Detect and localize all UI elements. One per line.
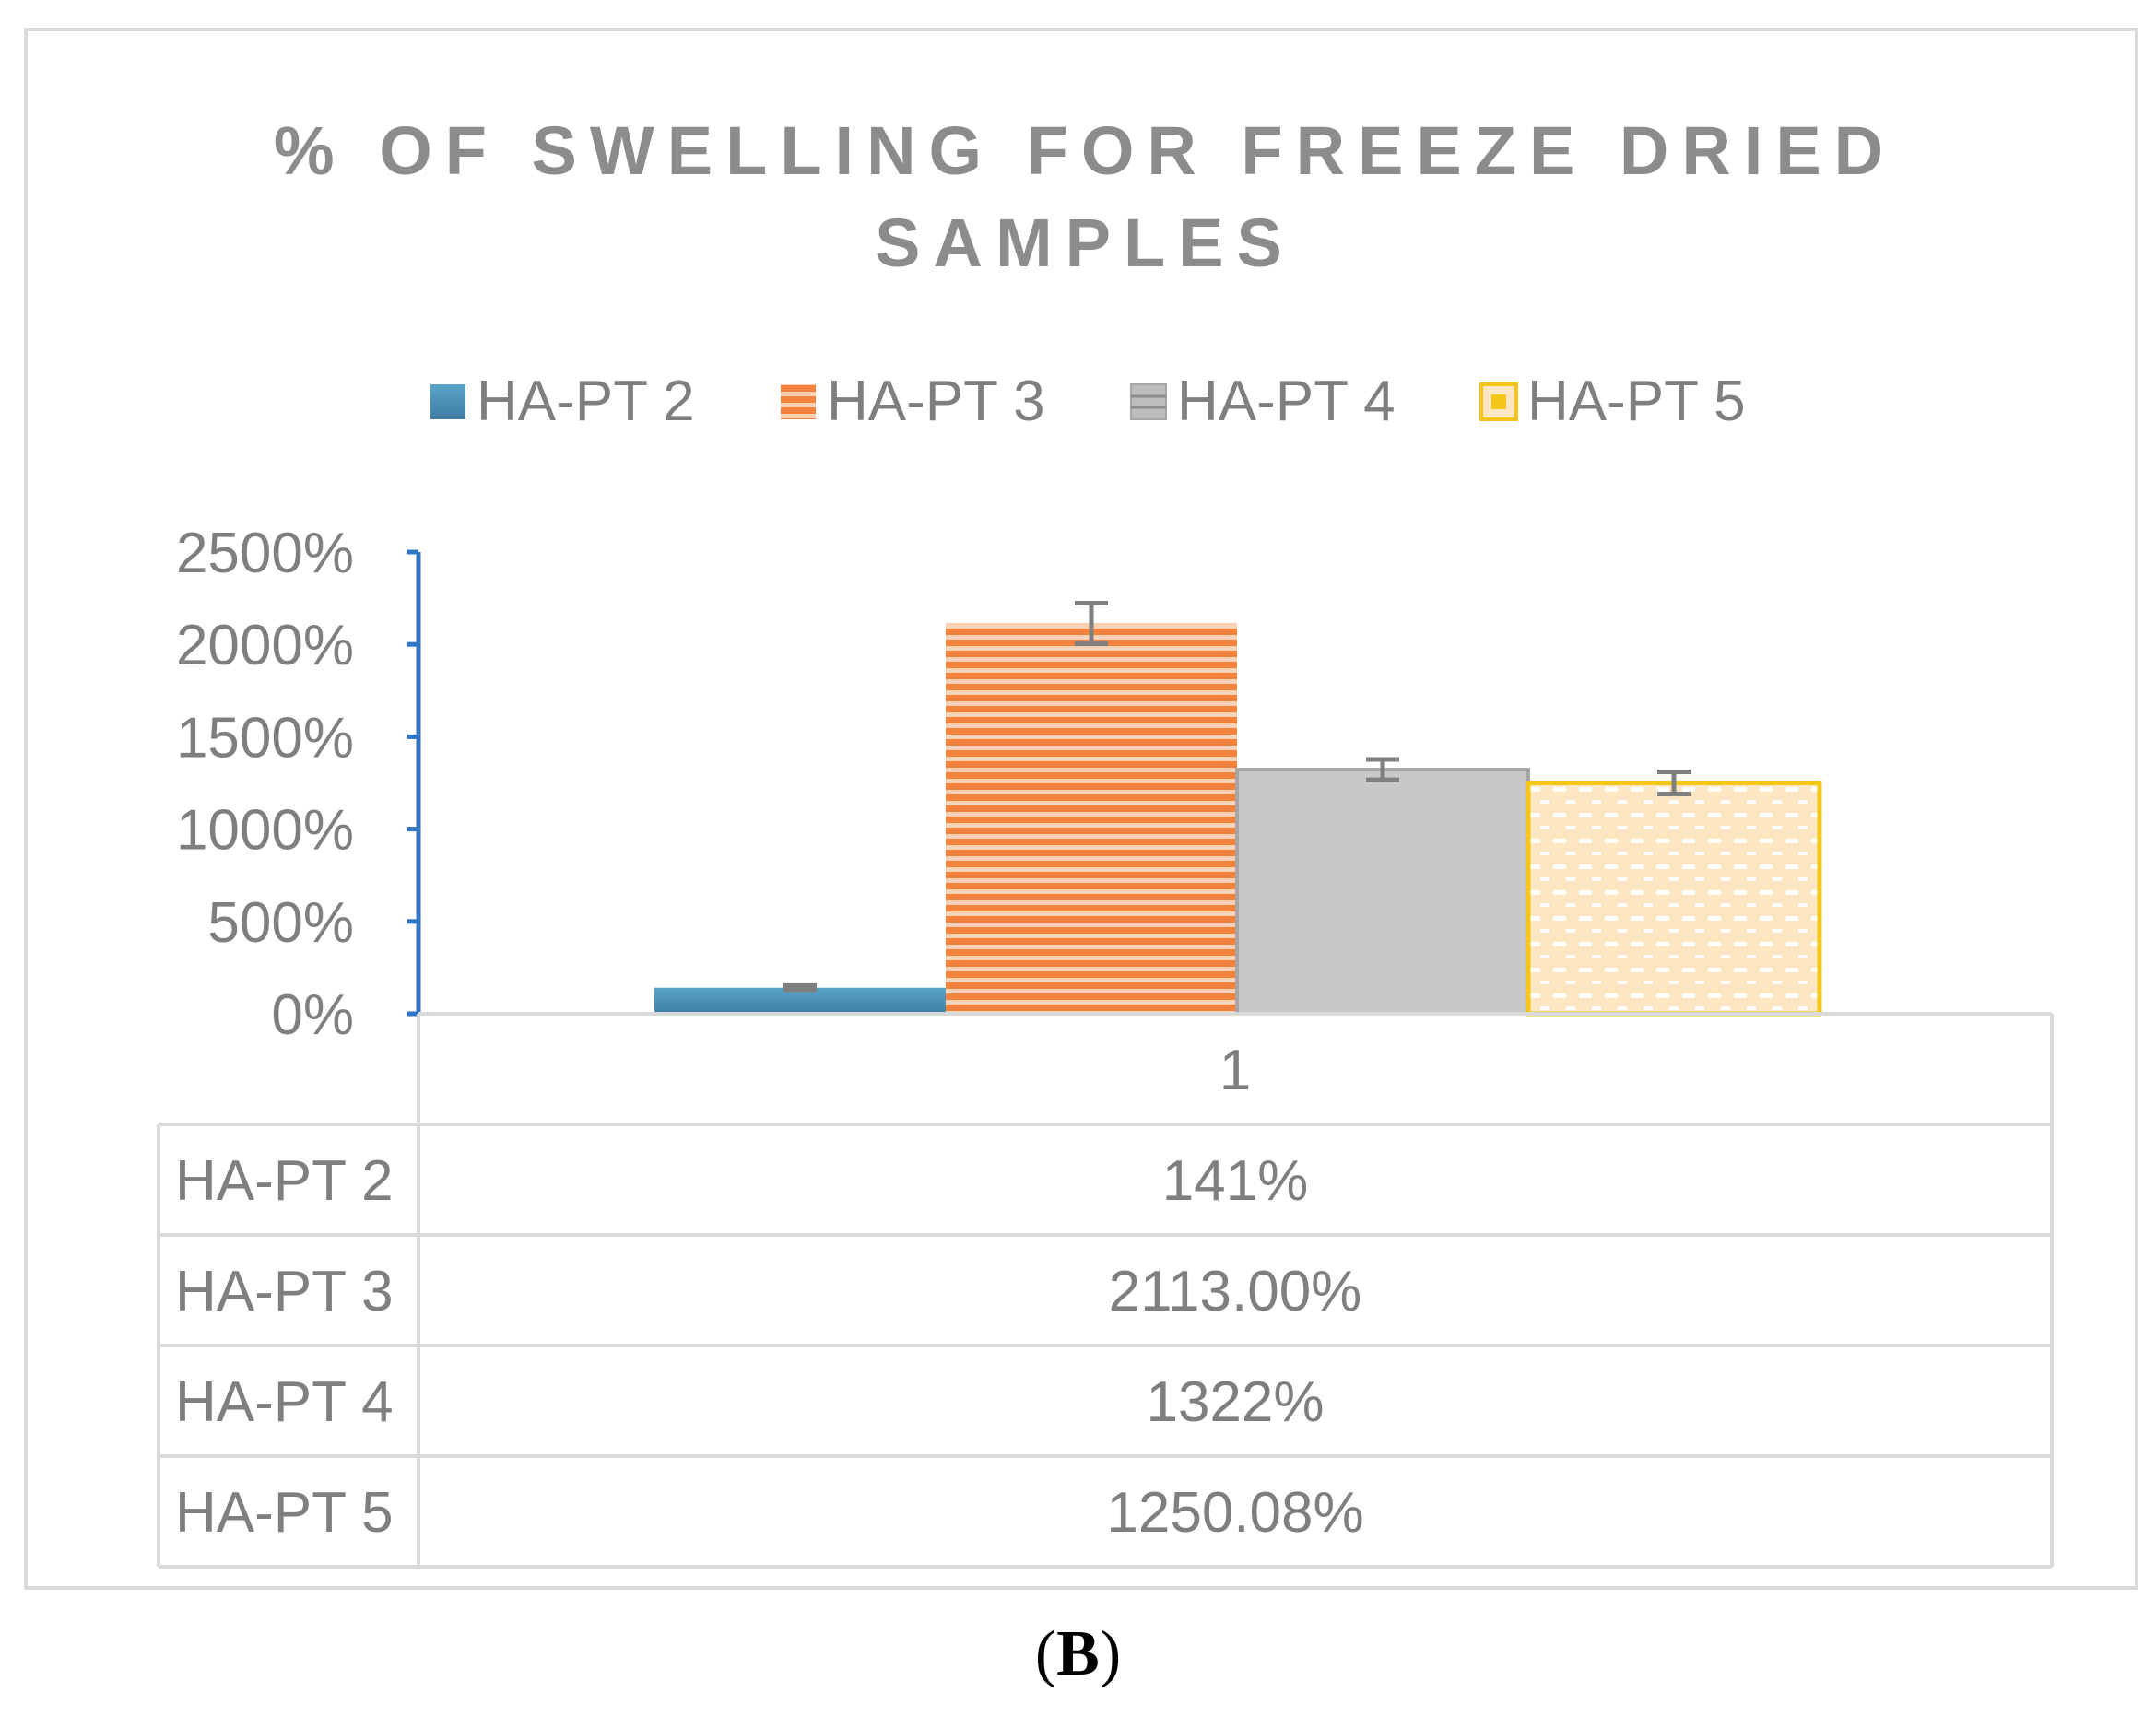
y-axis-ticks: 0% 500% 1000% 1500% 2000% 2500%	[176, 522, 418, 1047]
y-tick-label-1: 500%	[207, 891, 354, 955]
legend-label-ha-pt-5: HA-PT 5	[1527, 370, 1746, 433]
table-value-ha-pt-5: 1250.08%	[1106, 1481, 1363, 1545]
y-tick-label-5: 2500%	[176, 522, 354, 585]
chart-title-line-1: % OF SWELLING FOR FREEZE DRIED	[274, 112, 1896, 189]
table-row-label-ha-pt-2: HA-PT 2	[175, 1149, 394, 1213]
bar-ha-pt-5	[1526, 780, 1822, 1017]
legend-swatch-ha-pt-3	[781, 384, 816, 419]
bar-group	[654, 601, 1822, 1017]
legend-label-ha-pt-2: HA-PT 2	[477, 370, 695, 433]
bar-ha-pt-3	[946, 623, 1237, 1014]
table-value-ha-pt-4: 1322%	[1146, 1370, 1324, 1434]
chart-canvas: % OF SWELLING FOR FREEZE DRIED SAMPLES H…	[157, 112, 2054, 1569]
bar-ha-pt-4	[1235, 768, 1530, 1017]
legend: HA-PT 2 HA-PT 3 HA-PT 4 HA-PT 5	[430, 370, 1746, 433]
data-table: 1 HA-PT 2 141% HA-PT 3 2113.00% HA-PT 4 …	[157, 1012, 2054, 1569]
y-tick-label-0: 0%	[271, 983, 354, 1047]
table-row-label-ha-pt-3: HA-PT 3	[175, 1260, 394, 1323]
caption-letter: B	[1056, 1618, 1100, 1689]
caption-open-paren: (	[1034, 1618, 1057, 1689]
y-tick-label-4: 2000%	[176, 614, 354, 677]
table-value-ha-pt-2: 141%	[1162, 1149, 1309, 1213]
legend-swatch-ha-pt-2	[430, 384, 465, 419]
y-tick-label-2: 1000%	[176, 799, 354, 863]
legend-swatch-ha-pt-4	[1130, 383, 1167, 420]
chart-title-line-2: SAMPLES	[875, 205, 1295, 281]
legend-swatch-ha-pt-5-dot	[1491, 394, 1506, 409]
table-category-label: 1	[1219, 1039, 1251, 1102]
legend-swatch-ha-pt-5	[1479, 382, 1518, 421]
figure-caption: (B)	[0, 1617, 2156, 1691]
table-row-label-ha-pt-5: HA-PT 5	[175, 1481, 394, 1545]
chart-frame: % OF SWELLING FOR FREEZE DRIED SAMPLES H…	[24, 28, 2138, 1590]
legend-label-ha-pt-4: HA-PT 4	[1177, 370, 1396, 433]
caption-close-paren: )	[1099, 1618, 1122, 1689]
table-row-label-ha-pt-4: HA-PT 4	[175, 1370, 394, 1434]
legend-label-ha-pt-3: HA-PT 3	[827, 370, 1045, 433]
table-value-ha-pt-3: 2113.00%	[1109, 1260, 1362, 1323]
y-tick-label-3: 1500%	[176, 706, 354, 770]
